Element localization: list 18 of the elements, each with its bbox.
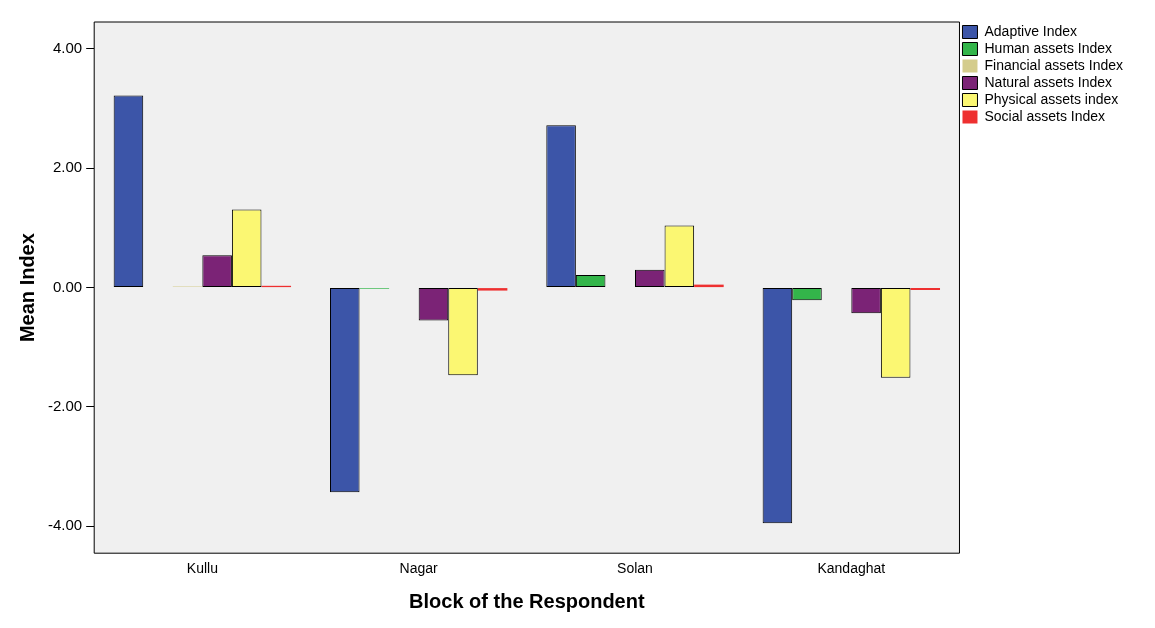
legend-label: Financial assets Index [984,56,1124,73]
x-tick-label: Solan [617,560,653,577]
y-tick-label: -2.00 [47,397,83,415]
bar [477,288,508,291]
legend-label: Human assets Index [984,39,1113,56]
y-tick-label: 2.00 [52,158,83,176]
legend-label: Natural assets Index [984,73,1113,90]
x-tick-label: Kullu [186,560,218,577]
legend-label: Social assets Index [984,107,1106,124]
x-tick-label: Nagar [399,560,439,577]
y-axis-title: Mean Index [15,233,38,343]
y-tick-label: 0.00 [52,277,83,295]
y-tick-label: 4.00 [52,39,83,56]
x-tick-label: Kandaghat [817,560,886,577]
x-axis-title: Block of the Respondent [409,589,645,612]
legend-label: Adaptive Index [984,22,1078,39]
legend-label: Physical assets index [984,90,1119,107]
y-tick-label: -4.00 [47,516,83,534]
